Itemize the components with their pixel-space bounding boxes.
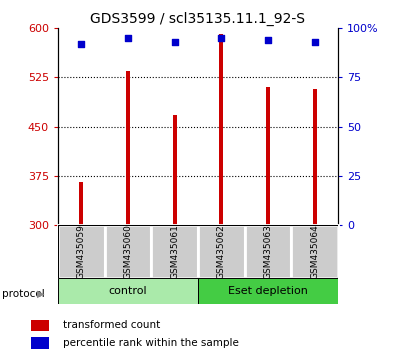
FancyBboxPatch shape [58, 225, 105, 278]
Text: GSM435063: GSM435063 [264, 224, 272, 279]
Point [172, 39, 178, 45]
Text: Eset depletion: Eset depletion [228, 286, 308, 296]
Bar [31, 320, 49, 331]
FancyBboxPatch shape [105, 225, 151, 278]
Text: GSM435062: GSM435062 [217, 224, 226, 279]
Text: GSM435064: GSM435064 [310, 224, 319, 279]
Bar [31, 337, 49, 349]
Text: transformed count: transformed count [63, 320, 160, 331]
Bar [313, 89, 316, 225]
Point [78, 41, 84, 47]
Text: ▶: ▶ [37, 289, 44, 299]
FancyBboxPatch shape [58, 278, 198, 304]
Text: percentile rank within the sample: percentile rank within the sample [63, 338, 239, 348]
FancyBboxPatch shape [245, 225, 291, 278]
Text: protocol: protocol [2, 289, 45, 299]
FancyBboxPatch shape [291, 225, 338, 278]
Bar [173, 115, 176, 225]
Point [265, 37, 271, 43]
Bar [266, 87, 270, 225]
Text: GSM435061: GSM435061 [170, 224, 179, 279]
Bar [126, 71, 130, 225]
Text: GSM435060: GSM435060 [124, 224, 132, 279]
FancyBboxPatch shape [151, 225, 198, 278]
FancyBboxPatch shape [198, 225, 245, 278]
Point [125, 35, 131, 41]
Bar [80, 182, 83, 225]
FancyBboxPatch shape [198, 278, 338, 304]
Point [312, 39, 318, 45]
Bar [220, 34, 223, 225]
Point [218, 35, 224, 41]
Title: GDS3599 / scl35135.11.1_92-S: GDS3599 / scl35135.11.1_92-S [90, 12, 306, 26]
Text: control: control [109, 286, 147, 296]
Text: GSM435059: GSM435059 [77, 224, 86, 279]
